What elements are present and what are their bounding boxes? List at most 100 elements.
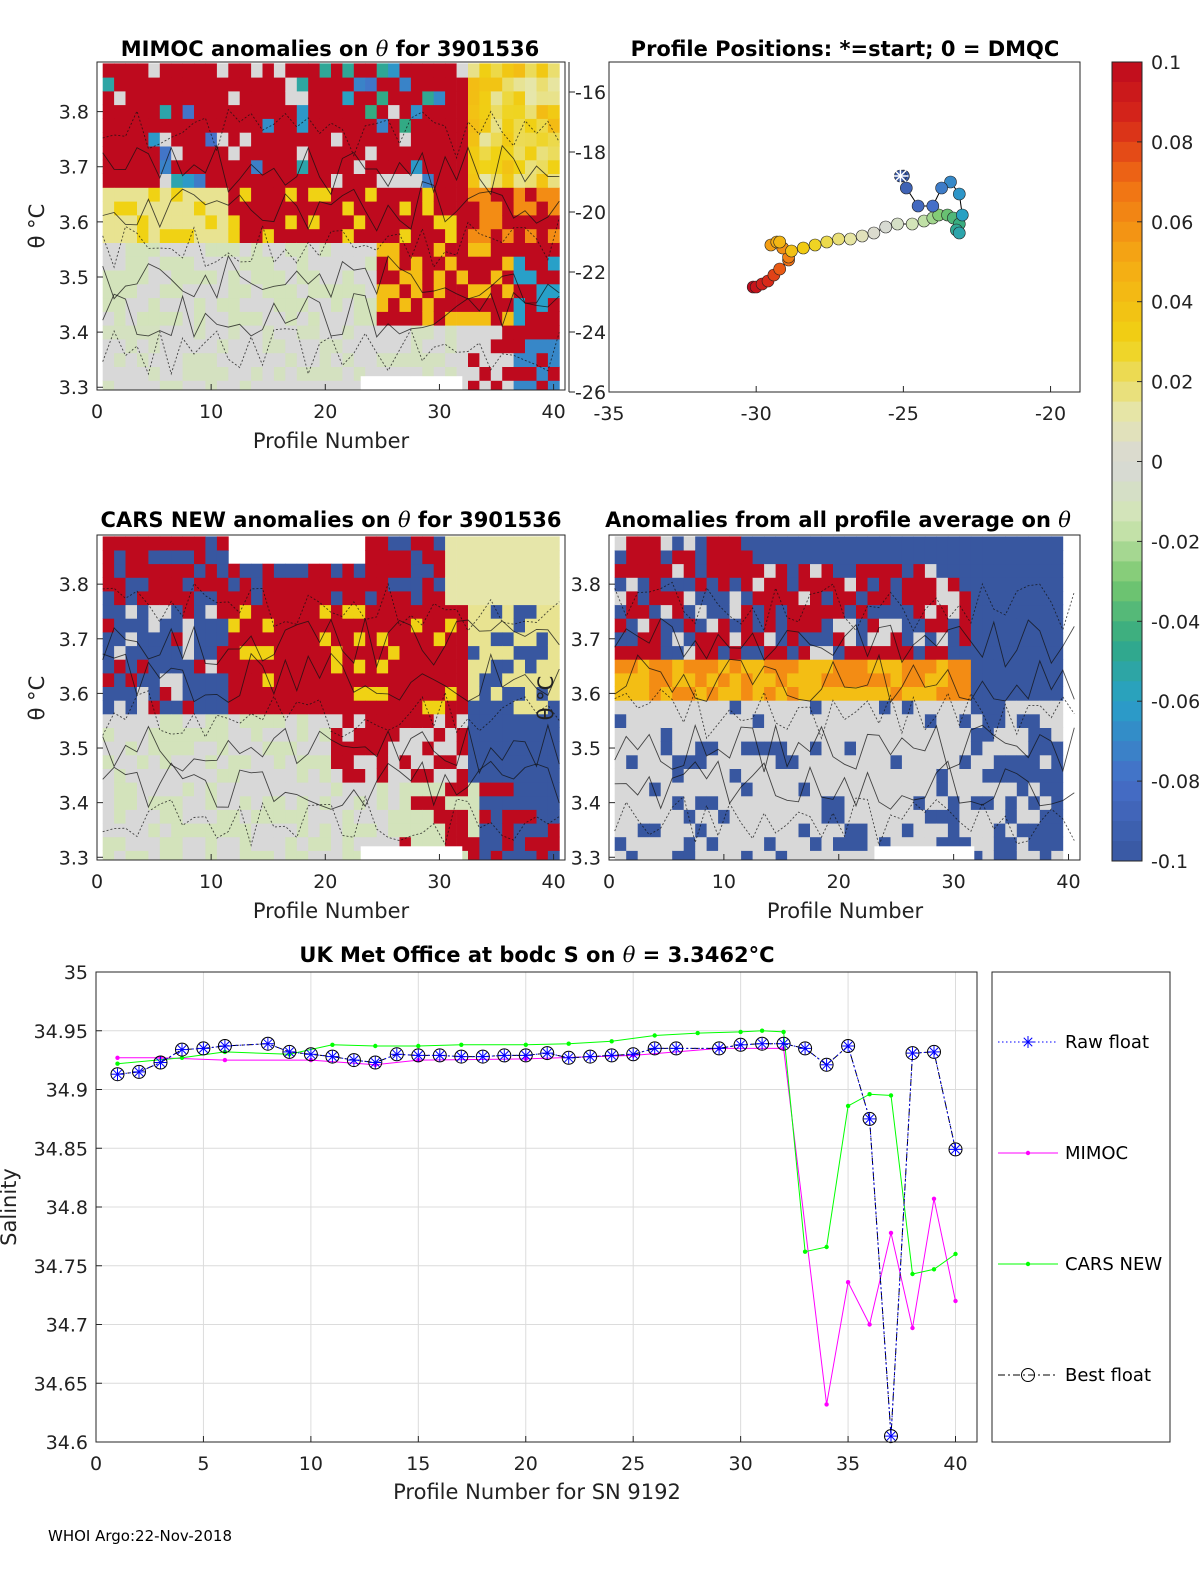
heatmap-cell [649, 768, 662, 783]
heatmap-cell [319, 713, 332, 728]
heatmap-cell [353, 297, 366, 312]
x-tick-label: 10 [199, 401, 223, 423]
heatmap-cell [479, 782, 492, 797]
heatmap-cell [137, 187, 149, 202]
heatmap-cell [342, 118, 355, 133]
heatmap-cell [502, 563, 514, 578]
data-point [584, 1050, 597, 1063]
heatmap-cell [251, 242, 263, 257]
heatmap-cell [205, 754, 218, 769]
heatmap-cell [672, 536, 685, 551]
heatmap-cell [456, 850, 469, 861]
heatmap-cell [388, 352, 400, 367]
heatmap-cell [867, 536, 880, 551]
heatmap-cell [239, 591, 252, 606]
heatmap-cell [637, 727, 650, 742]
heatmap-cell [445, 159, 457, 174]
heatmap-cell [262, 809, 275, 824]
heatmap-cell [468, 768, 480, 783]
heatmap-cell [729, 809, 742, 824]
heatmap-cell [388, 132, 400, 147]
heatmap-cell [319, 173, 332, 188]
heatmap-cell [1028, 713, 1041, 728]
heatmap-cell [171, 591, 183, 606]
heatmap-cell [296, 215, 309, 230]
heatmap-cell [182, 686, 195, 701]
heatmap-cell [114, 366, 126, 381]
salinity-x-axis-label: Profile Number for SN 9192 [393, 1480, 681, 1504]
heatmap-cell [856, 850, 868, 861]
heatmap-cell [1039, 850, 1052, 861]
heatmap-cell [1051, 577, 1064, 592]
heatmap-cell [194, 536, 206, 551]
heatmap-cell [787, 550, 799, 565]
heatmap-cell [490, 659, 503, 674]
heatmap-cell [513, 311, 526, 326]
heatmap-cell [468, 283, 480, 299]
heatmap-cell [171, 104, 183, 119]
data-point [154, 1056, 167, 1069]
heatmap-cell [947, 686, 960, 701]
heatmap-cell [285, 201, 298, 216]
average-anomaly-panel: Anomalies from all profile average on θ … [534, 508, 1081, 923]
heatmap-cell [683, 741, 696, 756]
svg-text:θ °C: θ °C [534, 676, 558, 721]
heatmap-cell [890, 713, 903, 728]
heatmap-cell [844, 618, 857, 633]
heatmap-cell [1016, 836, 1029, 851]
heatmap-cell [445, 659, 457, 674]
heatmap-cell [296, 339, 309, 354]
heatmap-cell [342, 77, 355, 92]
heatmap-cell [331, 577, 343, 592]
heatmap-cell [513, 645, 526, 660]
heatmap-cell [775, 591, 788, 606]
heatmap-cell [614, 591, 627, 606]
heatmap-cell [159, 63, 172, 78]
heatmap-cell [729, 645, 742, 660]
heatmap-cell [821, 563, 834, 578]
heatmap-cell [388, 339, 400, 354]
heatmap-cell [993, 809, 1006, 824]
heatmap-cell [982, 536, 995, 551]
contour-line [102, 291, 560, 339]
heatmap-cell [353, 187, 366, 202]
heatmap-cell [148, 741, 161, 756]
heatmap-cell [296, 782, 309, 797]
heatmap-cell [695, 577, 708, 592]
heatmap-cell [182, 228, 195, 243]
heatmap-cell [205, 727, 218, 742]
heatmap-cell [388, 118, 400, 133]
heatmap-cell [456, 173, 469, 188]
legend-label: CARS NEW [1065, 1254, 1162, 1275]
heatmap-cell [913, 577, 926, 592]
heatmap-cell [308, 645, 320, 660]
heatmap-cell [856, 618, 868, 633]
heatmap-cell [672, 850, 685, 861]
legend-label: Raw float [1065, 1032, 1149, 1053]
heatmap-cell [890, 536, 903, 551]
heatmap-cell [251, 823, 263, 838]
heatmap-cell [490, 795, 503, 810]
heatmap-cell [752, 550, 765, 565]
heatmap-cell [216, 591, 229, 606]
colorbar-segment [1112, 561, 1142, 582]
heatmap-cell [867, 604, 880, 619]
heatmap-cell [706, 809, 719, 824]
heatmap-cell [959, 741, 972, 756]
x-tick-label: 40 [541, 871, 565, 893]
heatmap-cell [536, 795, 549, 810]
contour-line [614, 581, 1075, 633]
series-raw-float [111, 1037, 962, 1443]
heatmap-cell [959, 727, 972, 742]
heatmap-cell [821, 836, 834, 851]
heatmap-cell [614, 782, 627, 797]
heatmap-cell [216, 201, 229, 216]
heatmap-cell [536, 686, 549, 701]
heatmap-cell [159, 591, 172, 606]
heatmap-cell [296, 659, 309, 674]
heatmap-cell [660, 536, 673, 551]
data-point [605, 1049, 618, 1062]
heatmap-cell [399, 283, 412, 299]
heatmap-cell [821, 536, 834, 551]
